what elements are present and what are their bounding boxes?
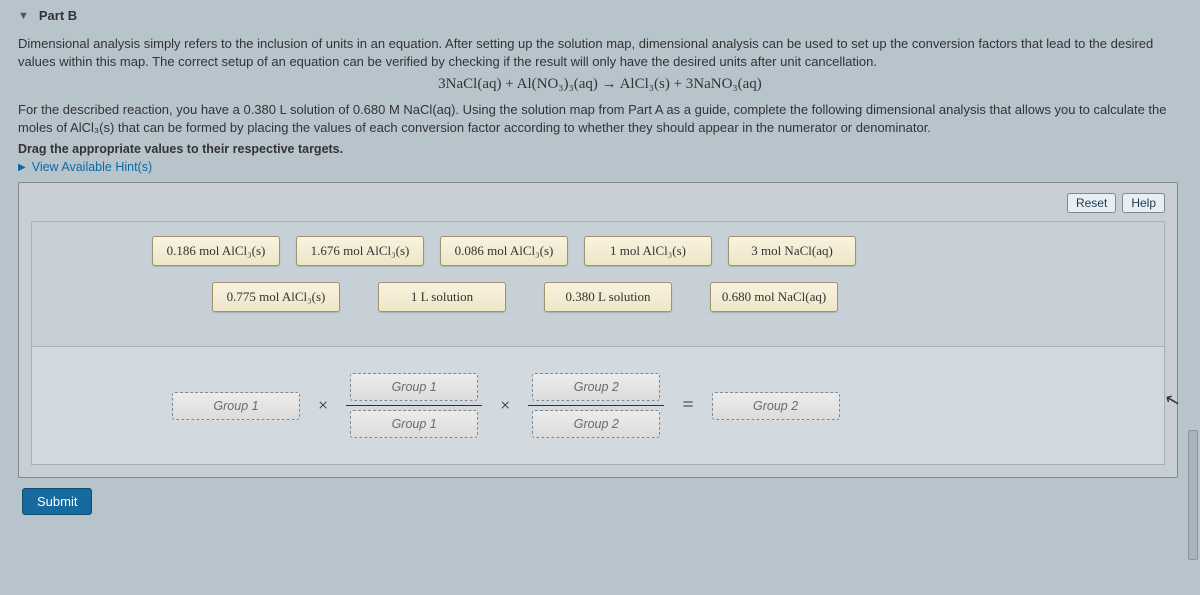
tile-option[interactable]: 0.775 mol AlCl₃(s) (212, 282, 340, 312)
tile-option[interactable]: 3 mol NaCl(aq) (728, 236, 856, 266)
drop-slot-group1-numerator[interactable]: Group 1 (350, 373, 478, 401)
fraction-group2: Group 2 Group 2 (528, 373, 664, 438)
caret-down-icon: ▼ (18, 10, 29, 22)
drop-targets-area: Group 1 × Group 1 Group 1 × Group 2 Grou… (31, 347, 1165, 465)
part-header[interactable]: ▼ Part B (18, 8, 1182, 23)
tile-option[interactable]: 0.680 mol NaCl(aq) (710, 282, 838, 312)
chemical-equation: 3NaCl(aq) + Al(NO₃)₃(aq) → AlCl₃(s) + 3N… (18, 76, 1182, 93)
fraction-bar (346, 405, 482, 406)
fraction-group1: Group 1 Group 1 (346, 373, 482, 438)
drop-slot-group2-result[interactable]: Group 2 (712, 392, 840, 420)
times-operator: × (500, 395, 510, 416)
drop-slot-group2-denominator[interactable]: Group 2 (532, 410, 660, 438)
triangle-right-icon: ▶ (18, 162, 26, 173)
drag-instruction: Drag the appropriate values to their res… (18, 142, 1182, 156)
drop-slot-group1-denominator[interactable]: Group 1 (350, 410, 478, 438)
tile-option[interactable]: 1.676 mol AlCl₃(s) (296, 236, 424, 266)
tile-option[interactable]: 0.086 mol AlCl₃(s) (440, 236, 568, 266)
view-hints-toggle[interactable]: ▶ View Available Hint(s) (18, 160, 1182, 174)
drop-slot-group2-numerator[interactable]: Group 2 (532, 373, 660, 401)
drop-slot-group1-single[interactable]: Group 1 (172, 392, 300, 420)
work-panel: Reset Help 0.186 mol AlCl₃(s) 1.676 mol … (18, 182, 1178, 478)
fraction-bar (528, 405, 664, 406)
times-operator: × (318, 395, 328, 416)
tile-option[interactable]: 0.186 mol AlCl₃(s) (152, 236, 280, 266)
tile-option[interactable]: 1 mol AlCl₃(s) (584, 236, 712, 266)
reset-button[interactable]: Reset (1067, 193, 1116, 213)
equals-operator: = (682, 394, 693, 417)
tile-option[interactable]: 0.380 L solution (544, 282, 672, 312)
intro-paragraph: Dimensional analysis simply refers to th… (18, 35, 1182, 70)
scrollbar-thumb[interactable] (1188, 430, 1198, 560)
instruction-paragraph: For the described reaction, you have a 0… (18, 101, 1182, 136)
part-label: Part B (39, 8, 77, 23)
hints-label: View Available Hint(s) (32, 160, 152, 174)
help-button[interactable]: Help (1122, 193, 1165, 213)
submit-button[interactable]: Submit (22, 488, 92, 515)
tile-option[interactable]: 1 L solution (378, 282, 506, 312)
draggable-tiles-area: 0.186 mol AlCl₃(s) 1.676 mol AlCl₃(s) 0.… (31, 221, 1165, 347)
